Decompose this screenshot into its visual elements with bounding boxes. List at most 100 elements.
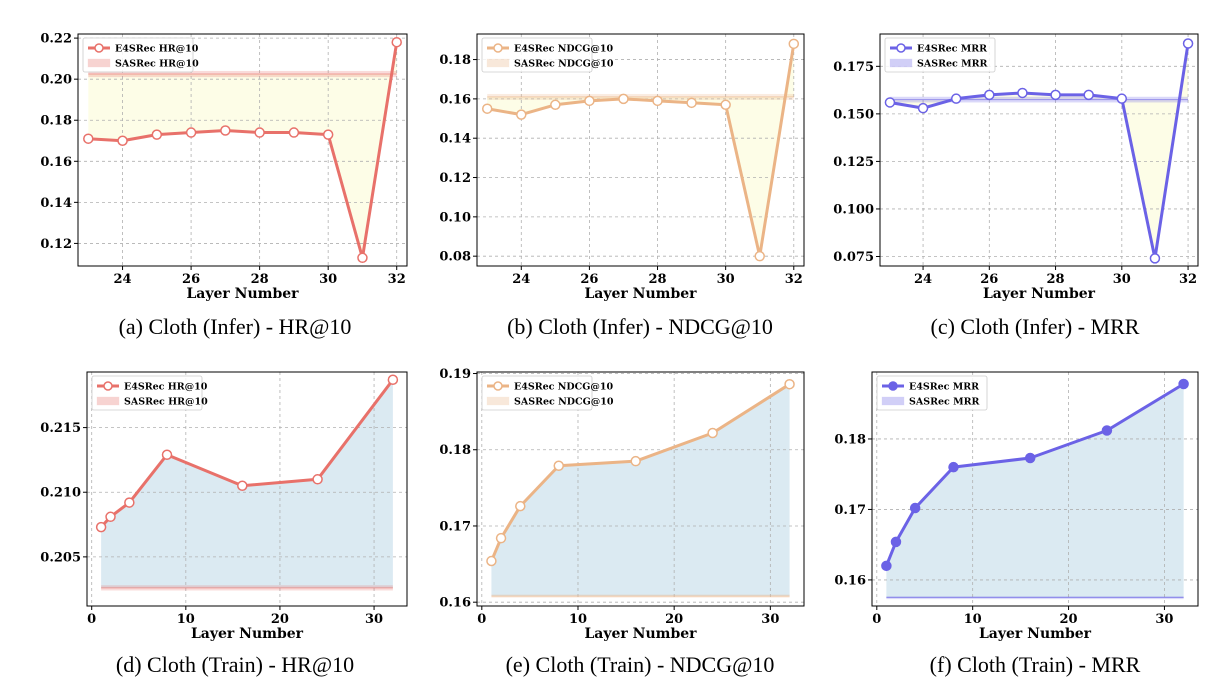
y-tick-label: 0.100: [833, 202, 874, 217]
legend-entry-model: E4SRec NDCG@10: [514, 44, 613, 55]
x-axis-label: Layer Number: [191, 626, 304, 642]
y-tick-label: 0.205: [40, 550, 81, 565]
data-point: [917, 102, 929, 114]
data-point: [686, 97, 697, 109]
legend-entry-baseline: SASRec NDCG@10: [514, 397, 614, 408]
x-tick-label: 30: [365, 612, 383, 627]
data-point: [516, 109, 527, 120]
data-point: [220, 125, 231, 136]
x-axis-label: Layer Number: [584, 286, 697, 302]
data-point: [1182, 38, 1194, 49]
legend-marker-swatch: [493, 381, 503, 391]
legend-marker-swatch: [888, 381, 898, 391]
data-point: [237, 480, 248, 492]
y-tick-label: 0.210: [40, 486, 81, 501]
x-tick-label: 28: [648, 272, 666, 287]
panel-caption: (e) Cloth (Train) - NDCG@10: [506, 652, 775, 677]
data-point: [1116, 93, 1128, 104]
data-point: [288, 127, 300, 138]
data-point: [105, 511, 116, 523]
x-tick-label: 0: [477, 612, 486, 627]
y-tick-label: 0.18: [40, 114, 72, 129]
x-tick-label: 10: [177, 612, 195, 627]
x-tick-label: 20: [271, 612, 289, 627]
x-tick-label: 28: [1047, 272, 1065, 287]
series-line: [889, 43, 1190, 260]
plot-frame: [77, 33, 408, 267]
data-point: [1149, 253, 1161, 264]
chart-panel-4: 0 10 20 30 0.16 0.17 0.18 0.19 Layer Number E4SRe…: [439, 367, 805, 677]
legend-band-swatch: [486, 58, 510, 68]
legend-box: [876, 375, 988, 411]
gap-fill-area: [886, 383, 1184, 598]
legend-marker-swatch: [896, 43, 906, 53]
legend-band-swatch: [96, 396, 120, 406]
y-tick-label: 0.150: [833, 107, 874, 122]
data-point: [1017, 87, 1028, 99]
legend-box: [91, 375, 203, 411]
plot-frame: [476, 33, 805, 267]
panel-caption: (d) Cloth (Train) - HR@10: [116, 652, 354, 677]
data-point: [707, 427, 718, 439]
legend-entry-baseline: SASRec NDCG@10: [514, 59, 614, 70]
data-point: [984, 89, 995, 101]
data-point: [950, 93, 962, 104]
y-tick-label: 0.16: [40, 155, 72, 170]
data-point: [618, 93, 629, 105]
y-tick-label: 0.12: [439, 171, 471, 186]
x-tick-label: 0: [872, 612, 881, 627]
x-tick-label: 26: [980, 272, 998, 287]
y-tick-label: 0.18: [439, 53, 471, 68]
x-tick-label: 20: [1060, 612, 1078, 627]
data-point: [1101, 425, 1113, 436]
y-tick-label: 0.16: [439, 92, 471, 107]
data-point: [83, 133, 94, 144]
x-axis-label: Layer Number: [186, 286, 299, 302]
gap-fill-area: [101, 379, 393, 588]
data-point: [486, 555, 497, 567]
plot-frame: [871, 371, 1199, 607]
data-point: [884, 97, 896, 108]
x-tick-label: 30: [761, 612, 779, 627]
data-point: [1083, 89, 1094, 101]
x-tick-label: 28: [251, 272, 269, 287]
x-tick-label: 10: [964, 612, 982, 627]
y-tick-label: 0.14: [40, 196, 72, 211]
data-point: [312, 474, 323, 485]
x-tick-label: 24: [512, 272, 530, 287]
data-point: [1050, 89, 1061, 101]
legend: E4SRec NDCG@10 SASRec NDCG@10: [481, 37, 614, 73]
y-tick-label: 0.12: [40, 237, 72, 252]
x-tick-label: 30: [717, 272, 735, 287]
x-tick-label: 30: [1113, 272, 1131, 287]
data-point: [1024, 452, 1036, 464]
x-tick-label: 26: [182, 272, 200, 287]
data-point: [784, 378, 795, 390]
data-point: [357, 252, 368, 264]
legend-marker-swatch: [493, 43, 503, 53]
data-point: [481, 103, 493, 114]
series-line: [486, 43, 796, 258]
data-point: [95, 521, 107, 533]
legend-entry-model: E4SRec MRR: [917, 44, 987, 55]
x-tick-label: 32: [1179, 272, 1197, 287]
legend: E4SRec MRR SASRec MRR: [884, 37, 996, 73]
legend-marker-swatch: [103, 381, 113, 391]
y-tick-label: 0.125: [833, 155, 874, 170]
y-tick-label: 0.17: [439, 519, 471, 534]
x-tick-label: 32: [785, 272, 803, 287]
chart-panel-1: 24 26 28 30 32 0.08 0.10 0.12 0.14 0.16 0.18 Layer …: [439, 33, 805, 339]
x-tick-label: 30: [319, 272, 337, 287]
data-point: [254, 127, 265, 138]
legend: E4SRec MRR SASRec MRR: [876, 375, 988, 411]
y-tick-label: 0.14: [439, 132, 471, 147]
legend: E4SRec HR@10 SASRec HR@10: [82, 37, 199, 73]
data-point: [720, 99, 731, 111]
chart-panel-0: 24 26 28 30 32 0.12 0.14 0.16 0.18 0.20 0.22 Layer …: [40, 32, 408, 339]
data-point: [391, 36, 402, 48]
x-tick-label: 32: [388, 272, 406, 287]
y-tick-label: 0.175: [833, 60, 874, 75]
x-axis-label: Layer Number: [983, 286, 1096, 302]
y-tick-label: 0.10: [439, 210, 471, 225]
